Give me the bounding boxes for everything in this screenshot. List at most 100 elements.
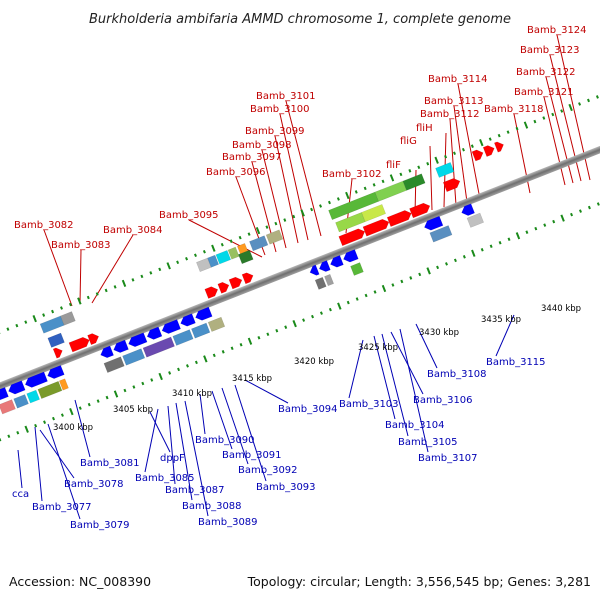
top-gene-label: Bamb_3099 xyxy=(245,126,305,137)
gene-feature xyxy=(374,180,407,202)
leader-line xyxy=(244,379,289,404)
scale-tick xyxy=(417,165,421,170)
scale-tick xyxy=(373,290,377,294)
bottom-gene-label: Bamb_3092 xyxy=(238,465,298,476)
top-gene-label: Bamb_3101 xyxy=(256,91,316,102)
scale-tick xyxy=(284,325,288,329)
bottom-gene-label: Bamb_3104 xyxy=(385,420,445,431)
scale-tick xyxy=(149,271,153,275)
scale-tick xyxy=(372,183,376,187)
scale-label: 3400 kbp xyxy=(53,423,93,433)
top-gene-label: Bamb_3082 xyxy=(14,220,74,231)
scale-tick xyxy=(255,227,261,235)
gene-feature xyxy=(0,387,9,401)
top-gene-label: Bamb_3083 xyxy=(51,240,111,251)
gene-feature xyxy=(241,272,254,285)
scale-tick xyxy=(310,207,314,212)
scale-tick xyxy=(391,283,395,287)
scale-tick xyxy=(578,102,582,106)
scale-tick xyxy=(311,314,315,319)
gene-feature xyxy=(103,356,125,373)
leader-line xyxy=(175,402,193,501)
scale-tick xyxy=(579,209,582,213)
scale-tick xyxy=(328,307,332,312)
scale-tick xyxy=(560,214,565,222)
scale-label: 3405 kbp xyxy=(113,405,153,415)
gene-feature xyxy=(8,380,26,395)
scale-tick xyxy=(113,390,119,398)
scale-tick xyxy=(506,130,510,134)
scale-tick xyxy=(68,302,72,307)
gene-feature xyxy=(122,348,146,366)
gene-feature xyxy=(128,332,148,348)
top-gene-label: Bamb_3122 xyxy=(516,67,576,78)
scale-tick xyxy=(542,116,546,120)
top-gene-label: Bamb_3114 xyxy=(428,74,488,85)
leader-line xyxy=(390,331,424,395)
scale-tick xyxy=(87,402,91,407)
leader-line xyxy=(261,149,287,249)
scale-tick xyxy=(202,249,206,254)
scale-tick xyxy=(34,423,38,428)
scale-tick xyxy=(220,242,224,247)
scale-tick xyxy=(6,327,10,331)
scale-tick xyxy=(42,313,46,317)
gene-feature xyxy=(207,316,226,332)
top-gene-label: fliH xyxy=(416,123,433,134)
scale-tick xyxy=(480,248,484,252)
scale-tick xyxy=(364,293,368,298)
scale-tick xyxy=(292,214,296,219)
scale-tick xyxy=(60,306,63,310)
top-gene-label: fliF xyxy=(386,160,401,171)
leader-line xyxy=(274,135,299,244)
scale-tick xyxy=(381,179,385,184)
scale-label: 3410 kbp xyxy=(172,389,212,399)
scale-tick xyxy=(166,262,171,270)
genome-summary-text: Topology: circular; Length: 3,556,545 bp… xyxy=(247,574,591,589)
leader-line xyxy=(199,393,206,435)
scale-tick xyxy=(587,98,590,103)
scale-tick xyxy=(488,137,492,141)
scale-tick xyxy=(95,292,99,296)
gene-feature xyxy=(180,313,196,327)
scale-tick xyxy=(389,174,395,182)
tick-row-outer xyxy=(0,95,599,335)
bottom-gene-label: dppF xyxy=(160,453,185,464)
leader-line xyxy=(285,100,322,237)
leader-line xyxy=(74,399,91,458)
leader-line xyxy=(495,314,515,357)
scale-tick xyxy=(426,267,431,275)
map-title: Burkholderia ambifaria AMMD chromosome 1… xyxy=(89,12,511,27)
leader-line xyxy=(34,426,43,502)
top-gene-label: Bamb_3102 xyxy=(322,169,382,180)
scale-tick xyxy=(400,279,404,284)
scale-tick xyxy=(96,399,100,403)
leader-line xyxy=(47,423,81,520)
top-gene-label: Bamb_3084 xyxy=(103,225,163,236)
gene-feature xyxy=(215,250,232,265)
scale-tick xyxy=(319,311,323,315)
scale-tick xyxy=(302,318,306,322)
bottom-gene-label: Bamb_3089 xyxy=(198,517,258,528)
bottom-gene-label: cca xyxy=(12,489,29,500)
scale-tick xyxy=(60,413,64,417)
leader-line xyxy=(399,328,429,453)
leader-line xyxy=(39,429,75,479)
gene-feature xyxy=(386,210,412,228)
bottom-gene-label: Bamb_3090 xyxy=(195,435,255,446)
scale-tick xyxy=(346,300,350,305)
gene-feature xyxy=(265,229,284,245)
scale-tick xyxy=(211,244,216,252)
bottom-gene-label: Bamb_3091 xyxy=(222,450,282,461)
scale-label: 3440 kbp xyxy=(541,304,581,314)
gene-feature xyxy=(482,145,495,157)
gene-feature xyxy=(249,235,269,252)
gene-feature xyxy=(161,319,181,334)
top-gene-label: Bamb_3098 xyxy=(232,140,292,151)
gene-feature xyxy=(435,162,455,178)
scale-tick xyxy=(105,395,109,400)
gene-feature xyxy=(146,326,163,340)
genome-band xyxy=(0,95,600,442)
bottom-gene-label: Bamb_3087 xyxy=(165,485,225,496)
